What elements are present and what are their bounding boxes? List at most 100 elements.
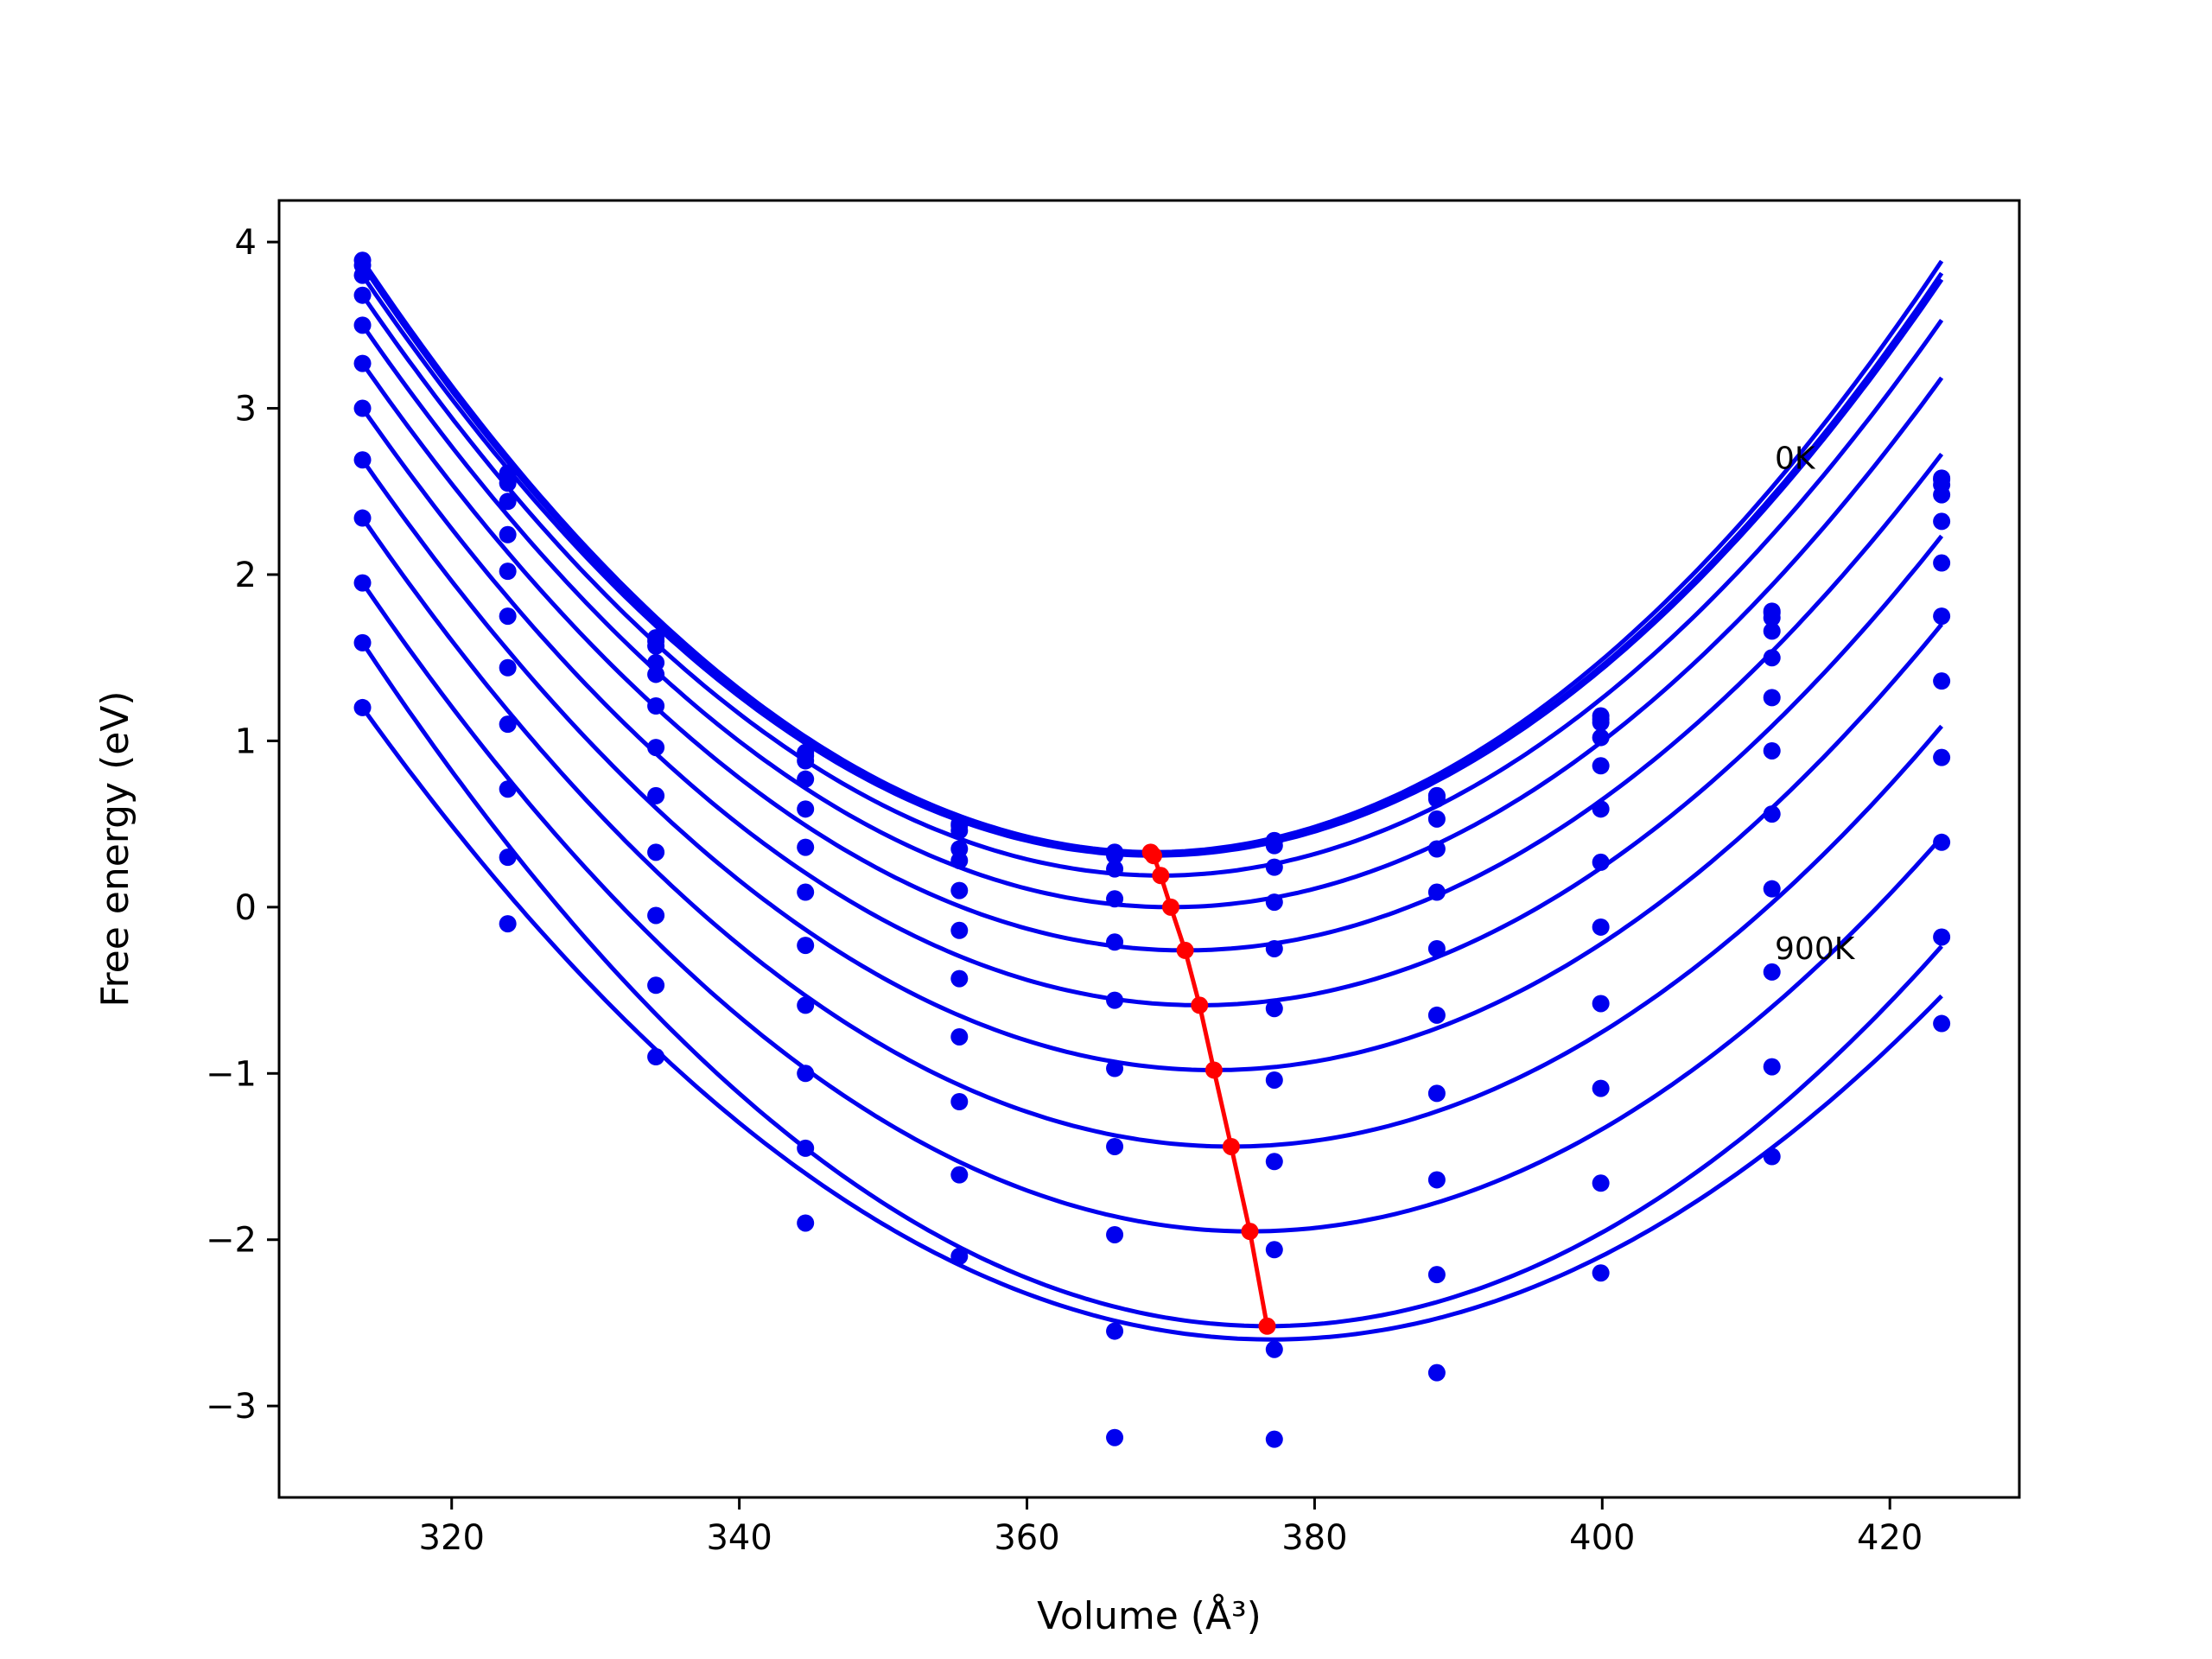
data-point	[1763, 741, 1781, 760]
data-point	[1592, 1174, 1610, 1192]
data-point	[647, 976, 665, 995]
minimum-point	[1152, 867, 1170, 885]
y-tick-label: 1	[235, 721, 257, 761]
data-points	[353, 251, 1951, 1448]
data-point	[950, 969, 969, 988]
fit-curve	[360, 517, 1944, 1149]
data-point	[1265, 1241, 1283, 1259]
y-tick-label: 2	[235, 556, 257, 595]
data-point	[1763, 609, 1781, 627]
y-tick-label: 3	[235, 390, 257, 429]
data-point	[950, 881, 969, 899]
data-point	[1763, 963, 1781, 981]
data-point	[950, 851, 969, 869]
data-point	[1106, 1059, 1124, 1077]
data-point	[353, 399, 372, 417]
data-point	[1933, 607, 1951, 626]
data-point	[1106, 1137, 1124, 1155]
data-point	[647, 637, 665, 655]
data-point	[1933, 486, 1951, 504]
data-point	[797, 996, 815, 1014]
data-point	[1933, 928, 1951, 946]
data-point	[797, 800, 815, 818]
x-tick-label: 340	[706, 1518, 772, 1558]
data-point	[797, 1214, 815, 1232]
minima-path	[1148, 850, 1269, 1327]
minimum-point	[1258, 1317, 1276, 1335]
data-point	[1427, 883, 1446, 901]
data-point	[499, 607, 517, 626]
fit-curve	[360, 706, 1943, 1342]
annotation-label: 900K	[1775, 931, 1856, 967]
data-point	[1106, 860, 1124, 878]
data-point	[647, 1048, 665, 1066]
data-point	[950, 1166, 969, 1184]
minimum-point	[1161, 898, 1179, 916]
data-point	[353, 698, 372, 716]
x-axis-label: Volume (Å³)	[1037, 1592, 1262, 1638]
data-point	[1265, 1430, 1283, 1448]
data-point	[1427, 840, 1446, 858]
y-tick-label: −3	[206, 1387, 257, 1427]
data-point	[1265, 1071, 1283, 1089]
minimum-point	[1241, 1223, 1259, 1241]
data-point	[353, 316, 372, 334]
minimum-point	[1191, 996, 1209, 1014]
fit-curve	[360, 458, 1944, 1072]
data-point	[1592, 995, 1610, 1013]
data-point	[1933, 512, 1951, 531]
data-point	[797, 883, 815, 901]
data-point	[1106, 1428, 1124, 1446]
x-tick-label: 420	[1857, 1518, 1923, 1558]
minimum-point	[1176, 941, 1194, 959]
data-point	[353, 574, 372, 592]
data-point	[950, 822, 969, 840]
data-point	[1592, 1264, 1610, 1282]
data-point	[1265, 1153, 1283, 1171]
data-point	[647, 665, 665, 683]
data-point	[1592, 800, 1610, 818]
data-point	[1763, 805, 1781, 823]
data-point	[499, 474, 517, 493]
data-point	[647, 739, 665, 757]
data-point	[1106, 991, 1124, 1009]
data-point	[353, 633, 372, 652]
y-tick-label: 4	[235, 223, 257, 263]
data-point	[1592, 757, 1610, 775]
data-point	[950, 1093, 969, 1111]
data-point	[647, 906, 665, 925]
data-point	[353, 286, 372, 304]
data-point	[647, 786, 665, 804]
data-point	[1427, 810, 1446, 828]
data-point	[1933, 1014, 1951, 1033]
data-point	[1265, 1340, 1283, 1358]
data-point	[797, 1139, 815, 1157]
x-tick-label: 380	[1281, 1518, 1347, 1558]
data-point	[1427, 1171, 1446, 1189]
data-point	[1265, 893, 1283, 912]
data-point	[1592, 853, 1610, 871]
x-tick-label: 360	[994, 1518, 1059, 1558]
fit-curve	[360, 641, 1943, 1329]
y-tick-label: 0	[235, 888, 257, 928]
data-point	[1763, 880, 1781, 898]
data-point	[797, 770, 815, 788]
data-point	[1265, 1000, 1283, 1018]
data-point	[1265, 858, 1283, 876]
minima-line	[1141, 843, 1276, 1335]
minimum-point	[1205, 1061, 1223, 1079]
y-axis-label: Free energy (eV)	[93, 690, 137, 1007]
data-point	[797, 937, 815, 955]
data-point	[499, 563, 517, 581]
annotations: 0K 900K	[1775, 441, 1856, 967]
data-point	[1933, 554, 1951, 572]
data-point	[499, 915, 517, 933]
data-point	[1427, 1084, 1446, 1103]
fit-curves	[360, 258, 1944, 1342]
data-point	[353, 354, 372, 372]
data-point	[1763, 689, 1781, 707]
data-point	[499, 658, 517, 677]
data-point	[353, 451, 372, 469]
